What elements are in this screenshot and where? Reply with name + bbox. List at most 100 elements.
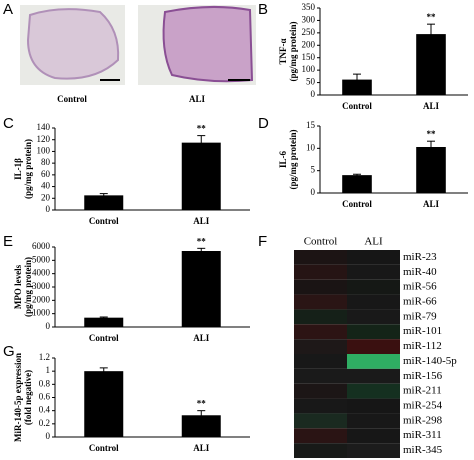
- heatmap-cell: [347, 368, 400, 384]
- heatmap-cell: [294, 250, 347, 265]
- row-label: miR-56: [403, 281, 437, 293]
- y-tick-label: 150: [302, 52, 316, 62]
- x-tick-label: Control: [89, 333, 119, 343]
- panel-label: A: [3, 1, 13, 18]
- significance: **: [197, 399, 207, 409]
- tissue: [162, 5, 254, 83]
- y-axis-label: IL-6: [278, 151, 288, 169]
- heatmap-cell: [347, 354, 400, 369]
- heatmap-cell: [347, 383, 400, 399]
- y-tick-label: 0: [311, 89, 316, 99]
- y-tick-label: 0: [46, 321, 51, 331]
- panel-label: C: [3, 115, 14, 132]
- significance: **: [427, 12, 437, 22]
- y-tick-label: 1000: [32, 308, 51, 318]
- row-label: miR-298: [403, 414, 443, 426]
- bar: [416, 34, 446, 95]
- row-label: miR-40: [403, 266, 437, 278]
- y-tick-label: 0.8: [39, 378, 51, 388]
- heatmap-cell: [294, 309, 347, 325]
- heatmap-cell: [294, 383, 347, 399]
- y-axis-label: (pg/mg protein): [23, 257, 33, 317]
- y-tick-label: 6000: [32, 241, 51, 251]
- heatmap-cell: [294, 264, 347, 280]
- heatmap-cell: [347, 309, 400, 325]
- significance: **: [197, 124, 207, 134]
- heatmap-cell: [294, 279, 347, 295]
- x-tick-label: ALI: [193, 443, 210, 453]
- heatmap-cell: [294, 294, 347, 310]
- bar: [181, 142, 221, 210]
- y-tick-label: 100: [37, 145, 51, 155]
- y-tick-label: 80: [41, 157, 51, 167]
- y-tick-label: 200: [302, 39, 316, 49]
- bar: [84, 371, 124, 437]
- y-tick-label: 250: [302, 27, 316, 37]
- row-label: miR-23: [403, 251, 437, 263]
- heatmap-cell: [294, 413, 347, 429]
- x-tick-label: Control: [89, 443, 119, 453]
- significance: **: [197, 236, 207, 246]
- row-label: miR-156: [403, 370, 443, 382]
- heatmap-cell: [294, 368, 347, 384]
- y-tick-label: 5000: [32, 254, 51, 264]
- y-tick-label: 0: [311, 187, 316, 197]
- row-label: miR-311: [403, 429, 442, 441]
- heatmap-cell: [294, 339, 347, 354]
- x-tick-label: ALI: [423, 101, 440, 111]
- y-tick-label: 0: [46, 204, 51, 214]
- y-tick-label: 120: [37, 134, 51, 144]
- x-tick-label: ALI: [423, 199, 440, 209]
- row-label: miR-79: [403, 310, 437, 322]
- y-tick-label: 50: [306, 77, 316, 87]
- y-axis-label: TNF-α: [278, 38, 288, 64]
- y-axis-label: (fold negative): [23, 370, 33, 425]
- heatmap-cell: [347, 324, 400, 340]
- heatmap-cell: [347, 443, 400, 458]
- y-tick-label: 0.2: [39, 418, 50, 428]
- row-label: miR-66: [403, 296, 437, 308]
- y-tick-label: 300: [302, 14, 316, 24]
- heatmap-cell: [294, 324, 347, 340]
- row-label: miR-112: [403, 340, 442, 352]
- heatmap-cell: [347, 250, 400, 265]
- x-tick-label: ALI: [193, 216, 210, 226]
- panel-label: D: [258, 115, 269, 132]
- x-tick-label: Control: [342, 199, 372, 209]
- heatmap-cell: [294, 443, 347, 458]
- image-caption: Control: [57, 94, 87, 104]
- x-tick-label: Control: [89, 216, 119, 226]
- y-axis-label: IL-1β: [13, 158, 23, 180]
- y-axis-label: (pg/mg protein): [288, 21, 298, 81]
- heatmap-cell: [347, 279, 400, 295]
- row-label: miR-101: [403, 325, 442, 337]
- y-tick-label: 0.6: [39, 392, 51, 402]
- row-label: miR-211: [403, 385, 442, 397]
- row-label: miR-140-5p: [403, 355, 457, 367]
- x-tick-label: ALI: [193, 333, 210, 343]
- heatmap-cell: [294, 428, 347, 444]
- y-tick-label: 1.2: [39, 352, 50, 362]
- y-tick-label: 0: [46, 431, 51, 441]
- heatmap-cell: [294, 354, 347, 369]
- y-axis-label: (pg/mg protein): [23, 139, 33, 199]
- y-axis-label: (pg/mg protein): [288, 129, 298, 189]
- y-tick-label: 15: [306, 120, 316, 130]
- row-label: miR-345: [403, 444, 443, 456]
- bar: [342, 175, 372, 193]
- y-tick-label: 140: [37, 122, 51, 132]
- bar: [84, 195, 124, 210]
- x-tick-label: Control: [342, 101, 372, 111]
- significance: **: [427, 129, 437, 139]
- tissue: [26, 8, 120, 80]
- panel-label: B: [258, 1, 268, 18]
- y-tick-label: 60: [41, 169, 51, 179]
- heatmap-cell: [347, 413, 400, 429]
- y-tick-label: 0.4: [39, 405, 51, 415]
- heatmap-cell: [347, 428, 400, 444]
- y-tick-label: 5: [311, 165, 316, 175]
- bar: [342, 79, 372, 95]
- bar: [84, 317, 124, 327]
- y-axis-label: MiR-140-5p expression: [13, 353, 23, 442]
